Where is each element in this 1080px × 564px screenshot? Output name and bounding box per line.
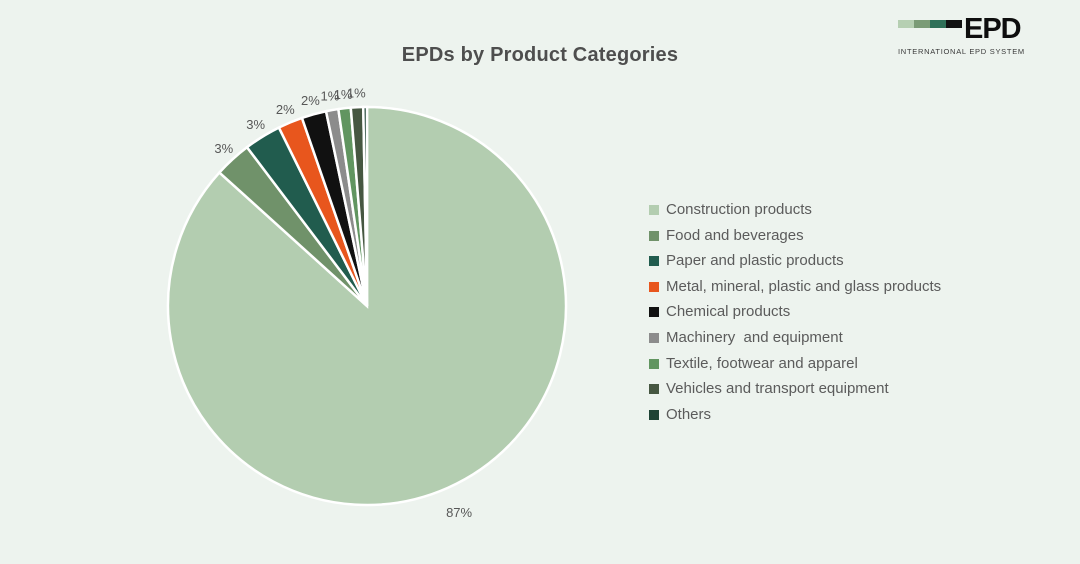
legend-label: Metal, mineral, plastic and glass produc…	[666, 277, 942, 295]
legend-label: Others	[666, 405, 712, 423]
pie-percent-label-food-and-beverages: 3%	[214, 141, 233, 156]
epd-logo-bar-block	[898, 20, 914, 28]
legend-item-others: Others	[649, 406, 941, 424]
pie-percent-label-textile-footwear-and-apparel: 1%	[334, 87, 353, 102]
legend-item-chemical-products: Chemical products	[649, 303, 941, 321]
epd-logo-top: EPD	[898, 13, 1028, 45]
epd-logo: EPD INTERNATIONAL EPD SYSTEM	[898, 13, 1028, 56]
legend-swatch-icon	[649, 358, 659, 369]
chart-legend: Construction products Food and beverages P…	[649, 201, 941, 431]
legend-item-construction-products: Construction products	[649, 201, 941, 219]
legend-label: Construction products	[666, 201, 812, 218]
legend-label: Chemical products	[666, 303, 791, 321]
legend-swatch-icon	[649, 332, 659, 343]
legend-item-vehicles-and-transport-equipment: Vehicles and transport equipment	[649, 380, 941, 398]
pie-percent-label-chemical-products: 2%	[301, 93, 320, 108]
pie-percent-label-vehicles-and-transport-equipment: 1%	[347, 86, 366, 101]
legend-label: Food and beverages	[666, 226, 804, 244]
legend-item-paper-and-plastic-products: Paper and plastic products	[649, 252, 941, 270]
chart-title: EPDs by Product Categories	[401, 44, 679, 66]
pie-percent-label-machinery-and-equipment: 1%	[321, 89, 340, 104]
legend-label: Machinery and equipment	[666, 328, 843, 346]
legend-swatch-icon	[649, 230, 659, 241]
epd-logo-bar-block	[930, 20, 946, 28]
epd-logo-bar-block	[914, 20, 930, 28]
pie-percent-label-construction-products: 87%	[446, 505, 472, 520]
legend-label: Paper and plastic products	[666, 252, 844, 270]
epd-logo-subtitle: INTERNATIONAL EPD SYSTEM	[898, 47, 1025, 56]
legend-label: Textile, footwear and apparel	[666, 354, 858, 372]
legend-swatch-icon	[649, 281, 659, 292]
pie-slice-others	[361, 105, 369, 307]
legend-swatch-icon	[649, 384, 659, 395]
epd-logo-text: EPD	[964, 13, 1022, 45]
legend-item-food-and-beverages: Food and beverages	[649, 227, 941, 245]
legend-swatch-icon	[649, 307, 659, 318]
legend-swatch-icon	[649, 205, 659, 215]
legend-item-metal-mineral-plastic-and-glass-products: Metal, mineral, plastic and glass produc…	[649, 278, 941, 296]
legend-item-textile-footwear-and-apparel: Textile, footwear and apparel	[649, 355, 941, 373]
epd-logo-bar-icon	[898, 20, 962, 28]
epd-logo-bar-block	[946, 20, 962, 28]
legend-item-machinery-and-equipment: Machinery and equipment	[649, 329, 941, 347]
legend-swatch-icon	[649, 409, 659, 420]
pie-percent-label-metal-mineral-plastic-and-glass-products: 2%	[276, 102, 295, 117]
pie-percent-label-paper-and-plastic-products: 3%	[246, 117, 265, 132]
legend-label: Vehicles and transport equipment	[666, 380, 889, 398]
legend-swatch-icon	[649, 256, 659, 267]
